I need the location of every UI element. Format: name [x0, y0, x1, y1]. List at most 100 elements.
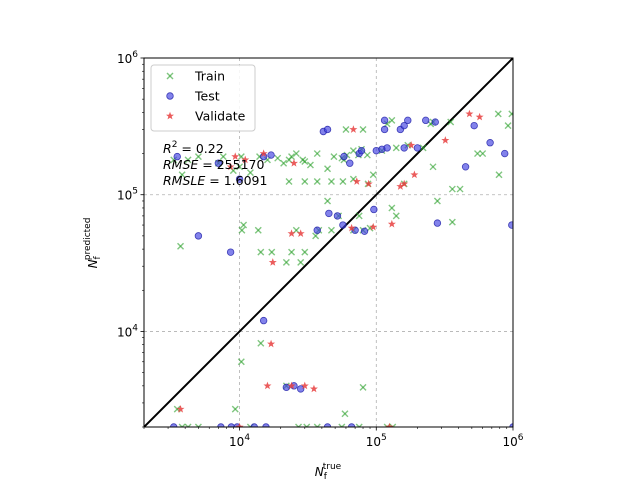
train-point-8-stroke-b: [237, 153, 245, 161]
train-point-77-stroke-b: [301, 248, 309, 256]
test-point-47: [323, 423, 332, 427]
train-point-48-stroke-b: [299, 156, 307, 164]
train-point-29-stroke-b: [369, 171, 377, 179]
stat-line-0: R2 = 0.22: [163, 140, 224, 156]
legend-marker-train: [166, 72, 174, 80]
train-point-43-stroke-b: [313, 177, 321, 185]
train-point-82-stroke-a: [194, 423, 200, 427]
train-point-54-stroke-b: [327, 226, 335, 234]
train-point-38-stroke-b: [494, 110, 502, 118]
x-tick-label-2: 106: [502, 433, 523, 449]
train-point-57: [355, 212, 363, 220]
plot-frame: [143, 57, 514, 428]
test-point-32: [501, 149, 509, 158]
train-point-54: [327, 226, 335, 234]
train-point-68-stroke-b: [238, 226, 246, 234]
legend-label-validate: Validate: [195, 109, 246, 124]
test-point-19: [360, 227, 369, 236]
train-point-9-stroke-b: [246, 169, 254, 177]
train-point-78: [177, 242, 185, 250]
test-point-46: [262, 423, 270, 427]
x-tick-label-2-exponent: 6: [518, 433, 524, 443]
train-point-74-stroke-b: [288, 248, 296, 256]
train-point-83-stroke-b: [231, 405, 239, 413]
test-point-3: [235, 175, 244, 183]
train-point-94-stroke-b: [359, 383, 367, 391]
train-point-5-stroke-b: [219, 153, 227, 161]
train-point-88-stroke-a: [295, 423, 300, 427]
train-point-89-stroke-a: [303, 423, 308, 427]
train-point-41: [285, 177, 293, 185]
x-axis-label-symbol: N: [315, 465, 324, 479]
train-point-72-stroke-b: [268, 248, 276, 256]
train-point-39-stroke-b: [508, 111, 513, 118]
y-axis-label-subscript: f: [93, 255, 103, 259]
train-point-60-stroke-b: [388, 204, 396, 212]
train-point-82-stroke-b: [197, 423, 202, 427]
train-point-3-stroke-b: [194, 153, 202, 161]
train-point-66: [456, 185, 464, 193]
stat-line-1-value: = 255170: [198, 157, 264, 172]
train-point-73: [282, 258, 290, 266]
test-point-43: [227, 423, 235, 427]
train-point-98-stroke-b: [495, 171, 503, 179]
train-point-98: [495, 171, 503, 179]
train-point-88: [295, 423, 303, 427]
train-point-80-stroke-a: [178, 423, 184, 427]
legend-box: [150, 64, 256, 132]
train-point-19: [313, 150, 321, 158]
train-point-93-stroke-a: [355, 423, 361, 427]
train-point-71-stroke-b: [257, 248, 265, 256]
test-point-14: [340, 152, 348, 161]
series-test: [170, 116, 513, 427]
test-point-39: [400, 121, 408, 130]
train-point-1-stroke-b: [178, 171, 186, 179]
x-tick-label-1-base: 10: [366, 435, 381, 449]
train-point-53: [324, 197, 332, 205]
train-point-97-stroke-b: [448, 218, 456, 226]
y-axis-label-symbol: N: [86, 259, 100, 268]
y-axis-label: Nfpredicted: [83, 218, 103, 269]
train-point-45: [339, 177, 347, 185]
y-tick-label-2-base: 10: [117, 52, 132, 66]
train-point-96-stroke-b: [391, 423, 397, 427]
train-point-76-stroke-b: [297, 258, 305, 266]
train-point-28-stroke-b: [363, 151, 371, 159]
train-point-5: [219, 153, 227, 161]
test-point-18: [357, 146, 366, 155]
test-point-36: [339, 221, 347, 229]
y-axis-label-superscript: predicted: [83, 218, 93, 261]
train-point-96: [389, 423, 397, 427]
train-point-32: [388, 116, 396, 124]
train-point-42: [301, 177, 309, 185]
legend-label-test: Test: [194, 89, 220, 104]
train-point-70: [254, 226, 262, 234]
train-point-12: [274, 154, 282, 162]
train-point-69-stroke-b: [240, 221, 248, 229]
test-point-30: [470, 121, 478, 130]
train-point-93-stroke-b: [358, 423, 363, 427]
train-point-86-stroke-b: [257, 339, 265, 347]
train-point-57-stroke-b: [355, 212, 363, 220]
train-point-46-stroke-b: [349, 175, 357, 183]
train-point-88-stroke-b: [297, 423, 303, 427]
x-tick-label-2-base: 10: [502, 435, 517, 449]
train-point-50-stroke-b: [359, 125, 367, 133]
test-point-48: [347, 423, 356, 427]
train-point-42-stroke-b: [301, 177, 309, 185]
train-point-33: [392, 144, 400, 152]
y-tick-label-2: 106: [117, 50, 138, 66]
test-point-0: [173, 152, 181, 161]
train-point-1: [178, 171, 186, 179]
train-point-40: [479, 150, 487, 158]
train-point-82: [194, 423, 202, 427]
test-point-5: [267, 151, 275, 159]
train-point-71: [257, 248, 265, 256]
train-point-21: [330, 153, 338, 161]
train-point-48: [299, 156, 307, 164]
train-point-74: [288, 248, 296, 256]
train-point-61: [392, 212, 400, 220]
train-point-79-stroke-b: [173, 405, 181, 413]
x-axis-label: Nftrue: [315, 462, 342, 480]
stat-line-2-symbol: RMSLE: [163, 173, 205, 188]
